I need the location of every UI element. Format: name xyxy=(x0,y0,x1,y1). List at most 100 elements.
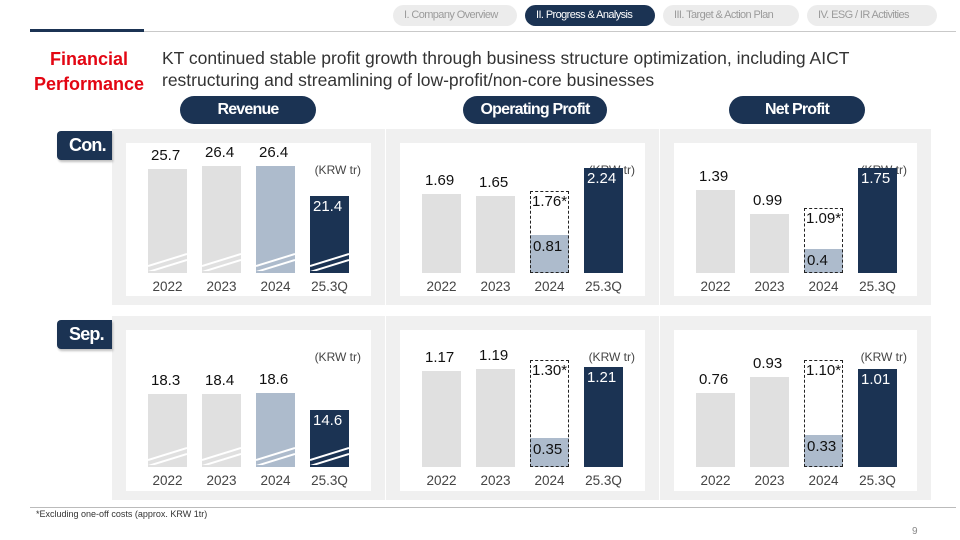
sep-net-profit-value-2024: 0.33 xyxy=(807,438,837,455)
tab-progress-analysis[interactable]: II. Progress & Analysis xyxy=(525,5,655,26)
con-net-profit-value-2023: 0.99 xyxy=(753,192,783,209)
sep-revenue-axis-break-line-0 xyxy=(310,447,349,461)
con-revenue-axis-break-line-1 xyxy=(310,259,349,271)
con-revenue-axis-break-2022 xyxy=(148,253,187,271)
con-operating-profit-tick-2023: 2023 xyxy=(480,279,511,294)
sep-revenue-value-2022: 18.3 xyxy=(151,372,181,389)
sep-operating-profit-tick-2023: 2023 xyxy=(480,473,511,488)
con-revenue-plot: (KRW tr) 25.7 2022 26.4 2023 26.4 2024 21.4 25.3… xyxy=(126,143,371,296)
top-tabs: I. Company Overview II. Progress & Analy… xyxy=(393,5,937,26)
con-net-profit-value-2022: 1.39 xyxy=(699,168,729,185)
con-revenue-unit: (KRW tr) xyxy=(314,163,361,177)
con-revenue-tick-2023: 2023 xyxy=(206,279,237,294)
sep-net-profit-one-off-label: 1.10* xyxy=(806,362,842,379)
con-net-profit-tick-2024: 2024 xyxy=(808,279,839,294)
sep-operating-profit-one-off-box xyxy=(530,360,569,467)
sep-revenue-plot: (KRW tr) 18.3 2022 18.4 2023 18.6 2024 14.6 25.3… xyxy=(126,330,371,491)
sep-net-profit-one-off-box xyxy=(804,360,843,467)
sep-revenue-axis-break-2023 xyxy=(202,447,241,465)
sep-revenue-tick-2022: 2022 xyxy=(152,473,183,488)
tab-company-overview[interactable]: I. Company Overview xyxy=(393,5,517,26)
sep-net-profit-tick-25-3q: 25.3Q xyxy=(859,473,896,488)
sep-operating-profit-value-2023: 1.19 xyxy=(479,347,509,364)
con-net-profit-tick-2022: 2022 xyxy=(700,279,731,294)
sep-operating-profit-tick-2024: 2024 xyxy=(534,473,565,488)
con-revenue-value-2022: 25.7 xyxy=(151,147,181,164)
con-net-profit-bar-2022 xyxy=(696,190,735,273)
section-title: Financial Performance xyxy=(30,47,148,97)
con-operating-profit-bar-25-3q xyxy=(584,168,623,273)
sep-operating-profit-bar-2024 xyxy=(530,438,569,467)
sep-operating-profit-panel: (KRW tr) 1.17 2022 1.19 2023 1.30* 0.35 2024 1.2… xyxy=(386,316,659,500)
sep-revenue-value-2024: 18.6 xyxy=(259,371,289,388)
con-net-profit-plot: (KRW tr)1.3920220.9920231.09*0.420241.75… xyxy=(674,143,917,296)
sep-net-profit-tick-2022: 2022 xyxy=(700,473,731,488)
con-revenue-axis-break-line-0 xyxy=(148,253,187,267)
sep-operating-profit-plot: (KRW tr) 1.17 2022 1.19 2023 1.30* 0.35 2024 1.2… xyxy=(400,330,645,491)
sep-net-profit-panel: (KRW tr) 0.76 2022 0.93 2023 1.10* 0.33 2024 1.0… xyxy=(660,316,931,500)
con-operating-profit-one-off-box xyxy=(530,191,569,273)
con-operating-profit-plot: (KRW tr)1.6920221.6520231.76*0.8120242.2… xyxy=(400,143,645,296)
sep-net-profit-tick-2023: 2023 xyxy=(754,473,785,488)
con-net-profit-bar-2023 xyxy=(750,214,789,273)
sep-revenue-value-2023: 18.4 xyxy=(205,372,235,389)
sep-revenue-axis-break-25-3q xyxy=(310,447,349,465)
sep-revenue-value-25-3q: 14.6 xyxy=(313,412,343,429)
con-operating-profit-tick-2024: 2024 xyxy=(534,279,565,294)
sep-revenue-tick-2024: 2024 xyxy=(260,473,291,488)
con-revenue-axis-break-2024 xyxy=(256,253,295,271)
page-number: 9 xyxy=(912,526,918,537)
con-operating-profit-tick-25-3q: 25.3Q xyxy=(585,279,622,294)
con-operating-profit-bar-2024 xyxy=(530,235,569,273)
sep-revenue-panel: (KRW tr) 18.3 2022 18.4 2023 18.6 2024 14.6 25.3… xyxy=(112,316,385,500)
sep-net-profit-unit: (KRW tr) xyxy=(860,350,907,364)
con-revenue-tick-25-3q: 25.3Q xyxy=(311,279,348,294)
sep-operating-profit-unit: (KRW tr) xyxy=(588,350,635,364)
con-revenue-tick-2022: 2022 xyxy=(152,279,183,294)
headline: KT continued stable profit growth throug… xyxy=(162,48,850,90)
sep-operating-profit-tick-2022: 2022 xyxy=(426,473,457,488)
sep-revenue-axis-break-2024 xyxy=(256,447,295,465)
sep-operating-profit-value-2022: 1.17 xyxy=(425,349,455,366)
sep-net-profit-tick-2024: 2024 xyxy=(808,473,839,488)
con-revenue-value-25-3q: 21.4 xyxy=(313,198,343,215)
sep-revenue-axis-break-line-1 xyxy=(202,453,241,465)
section-title-line2: Performance xyxy=(33,74,145,94)
tab-esg-ir-activities[interactable]: IV. ESG / IR Activities xyxy=(807,5,937,26)
con-net-profit-one-off-box xyxy=(804,208,843,273)
con-net-profit-bar-2024 xyxy=(804,249,843,273)
sep-revenue-axis-break-2022 xyxy=(148,447,187,465)
sep-revenue-unit: (KRW tr) xyxy=(314,350,361,364)
con-operating-profit-tick-2022: 2022 xyxy=(426,279,457,294)
con-operating-profit-bar-2023 xyxy=(476,196,515,273)
con-operating-profit-one-off-label: 1.76* xyxy=(532,193,568,210)
sep-net-profit-bar-25-3q xyxy=(858,369,897,467)
sep-net-profit-value-2022: 0.76 xyxy=(699,371,729,388)
sep-operating-profit-bar-2022 xyxy=(422,371,461,467)
tab-target-action-plan[interactable]: III. Target & Action Plan xyxy=(663,5,799,26)
revenue-pill: Revenue xyxy=(180,96,316,124)
con-revenue-axis-break-line-1 xyxy=(202,259,241,271)
sep-revenue-axis-break-line-1 xyxy=(148,453,187,465)
con-net-profit-value-2024: 0.4 xyxy=(807,252,828,269)
con-operating-profit-bar-2022 xyxy=(422,194,461,273)
sep-net-profit-bar-2024 xyxy=(804,435,843,467)
sep-net-profit-value-2023: 0.93 xyxy=(753,355,783,372)
sep-revenue-tick-2023: 2023 xyxy=(206,473,237,488)
net-profit-pill: Net Profit xyxy=(729,96,865,124)
con-operating-profit-value-25-3q: 2.24 xyxy=(587,170,617,187)
sep-operating-profit-bar-25-3q xyxy=(584,367,623,467)
row-label-consolidated: Con. xyxy=(57,131,112,160)
con-revenue-value-2024: 26.4 xyxy=(259,144,289,161)
top-divider xyxy=(144,31,956,32)
footnote: *Excluding one-off costs (approx. KRW 1t… xyxy=(36,509,208,519)
row-label-separate: Sep. xyxy=(57,320,112,349)
con-net-profit-panel: (KRW tr)1.3920220.9920231.09*0.420241.75… xyxy=(660,129,931,305)
con-revenue-axis-break-25-3q xyxy=(310,253,349,271)
con-revenue-axis-break-line-0 xyxy=(310,253,349,267)
con-operating-profit-panel: (KRW tr)1.6920221.6520231.76*0.8120242.2… xyxy=(386,129,659,305)
sep-net-profit-bar-2023 xyxy=(750,377,789,467)
bottom-divider xyxy=(30,507,956,508)
sep-operating-profit-one-off-label: 1.30* xyxy=(532,362,568,379)
con-revenue-axis-break-line-0 xyxy=(202,253,241,267)
